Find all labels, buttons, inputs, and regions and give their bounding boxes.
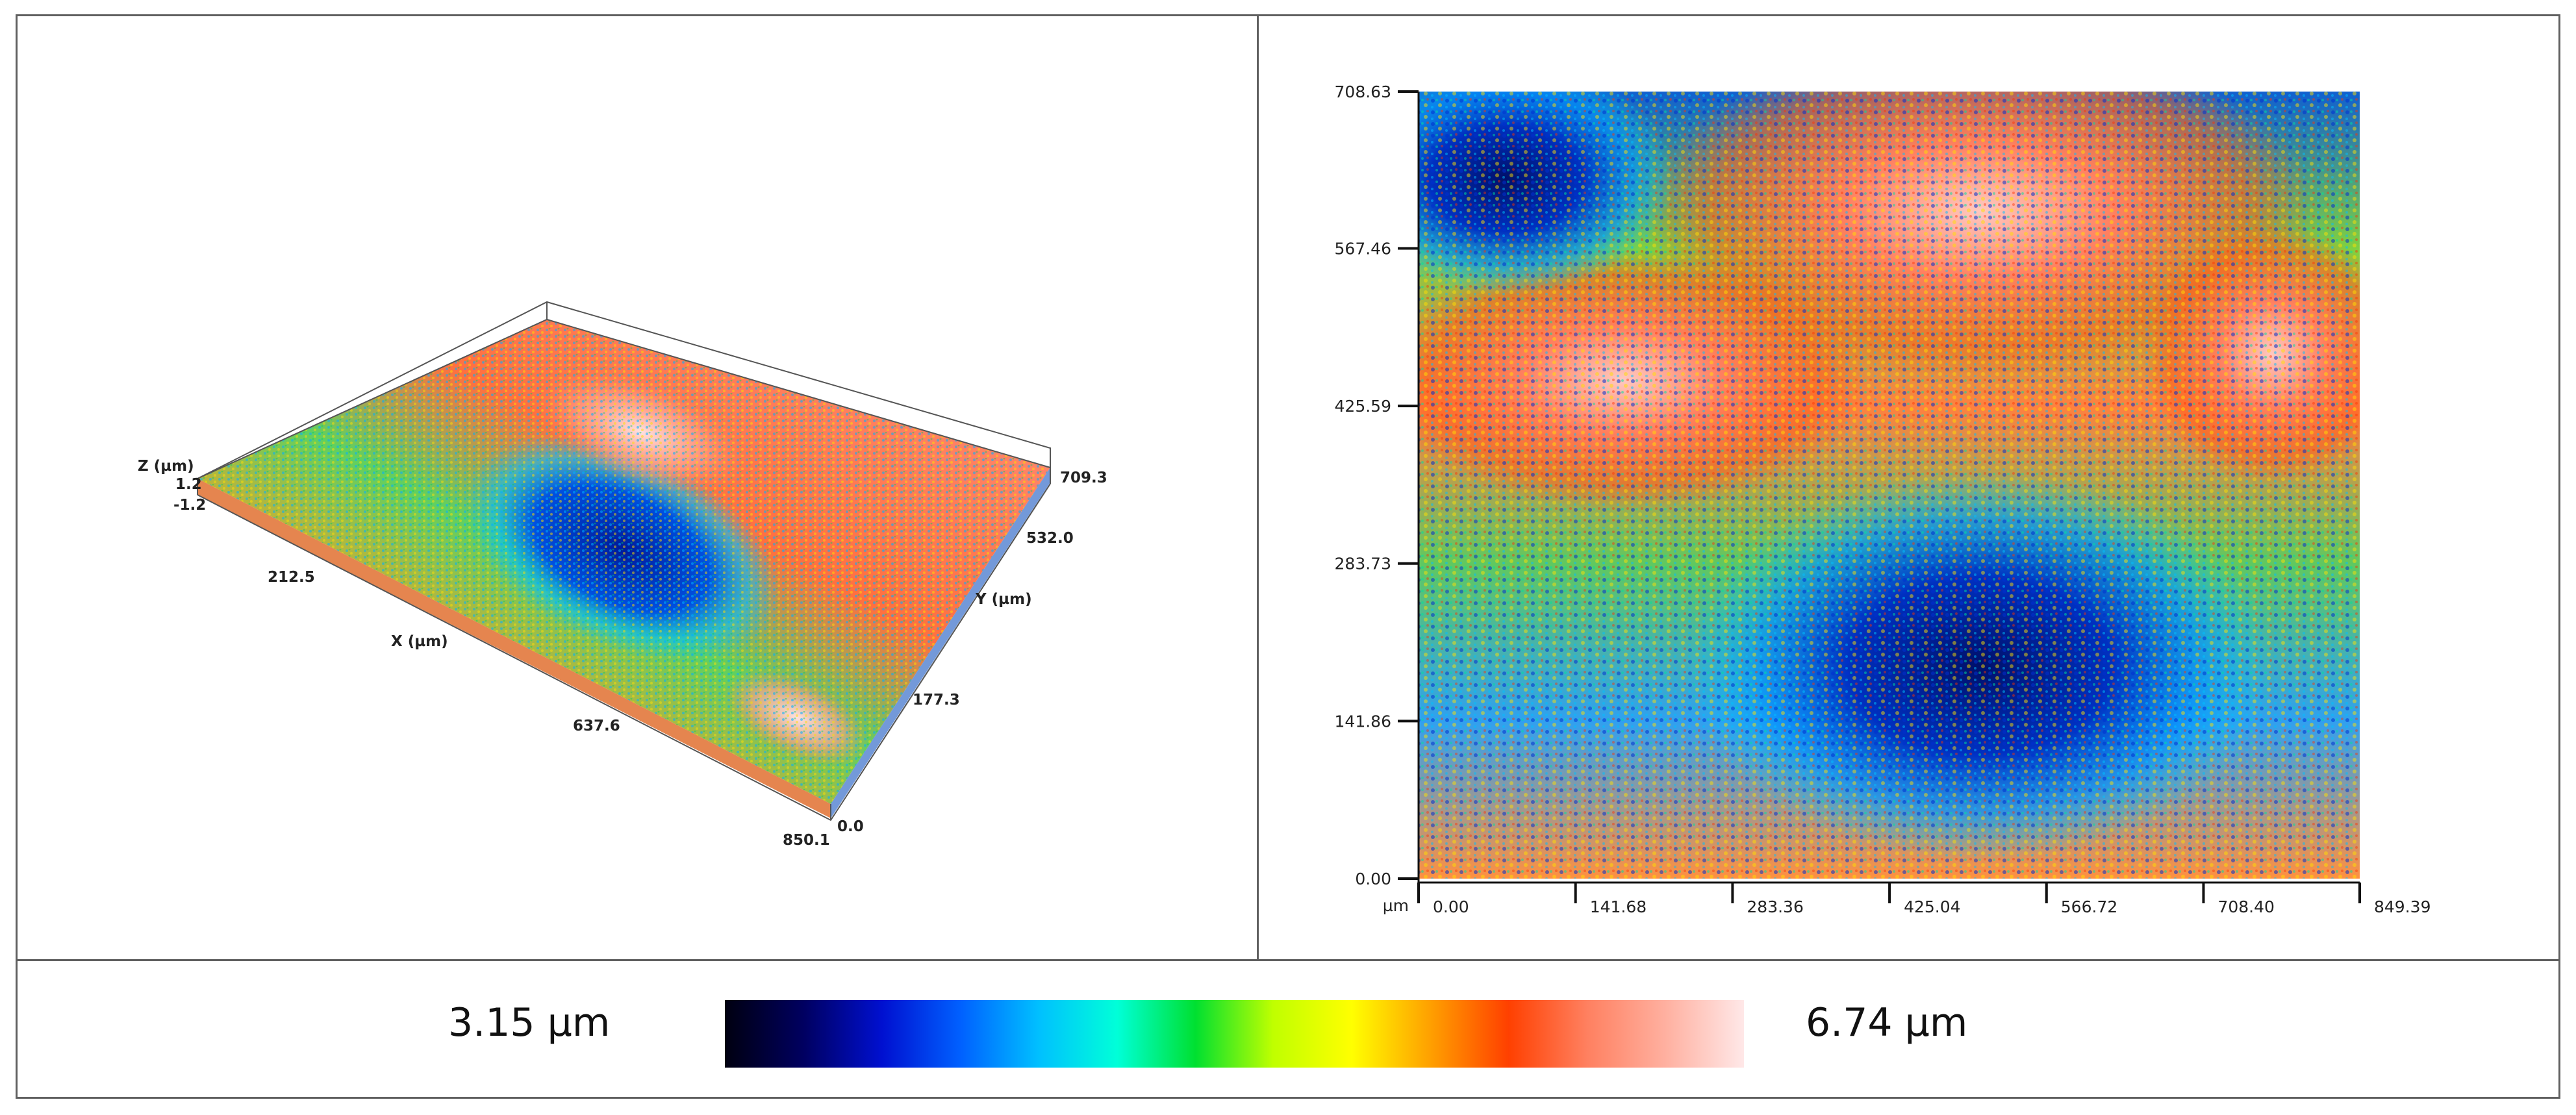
x-tick-label: 637.6 [573, 718, 620, 734]
y-tick-label: 709.3 [1060, 470, 1107, 486]
colorbar [725, 1000, 1744, 1068]
z-tick-label: 1.2 [175, 476, 202, 493]
colorbar-min-label: 3.15 µm [448, 1000, 611, 1046]
y-tick-label: 0.0 [837, 818, 864, 835]
x-tick-label: 212.5 [268, 569, 315, 586]
x-tick-label: 849.39 [2374, 897, 2431, 916]
x-tick-label: 141.68 [1590, 897, 1647, 916]
x-tick-label: 566.72 [2061, 897, 2117, 916]
x-tick-label: 708.40 [2217, 897, 2274, 916]
y-tick-label: 283.73 [1335, 555, 1391, 573]
y-tick-label: 532.0 [1026, 530, 1074, 547]
colorbar-max-label: 6.74 µm [1806, 1000, 1968, 1046]
height-map-image [1419, 92, 2360, 879]
x-axis-label: X (µm) [391, 633, 448, 650]
surface-3d-plot: Z (µm) 1.2 -1.2 212.5 X (µm) 637.6 850.1… [138, 301, 1107, 849]
y-tick-label: 425.59 [1335, 397, 1391, 416]
y-tick-label: 708.63 [1335, 82, 1391, 101]
height-map-axes: 708.63 567.46 425.59 283.73 141.86 0.00 0.00 14… [1335, 82, 2431, 916]
z-axis-label: Z (µm) [138, 458, 194, 475]
height-map-panel: 708.63 567.46 425.59 283.73 141.86 0.00 0.00 14… [1259, 16, 2558, 959]
x-tick-label: 283.36 [1747, 897, 1803, 916]
figure-frame [16, 14, 2560, 1099]
x-tick-label: 850.1 [783, 832, 830, 849]
height-map-plot: 708.63 567.46 425.59 283.73 141.86 0.00 0.00 14… [1335, 82, 2431, 916]
y-tick-label: 141.86 [1335, 712, 1391, 731]
y-tick-label: 177.3 [913, 692, 960, 708]
z-tick-label: -1.2 [173, 497, 206, 514]
panel-divider-horizontal [16, 959, 2560, 961]
x-tick-label: 425.04 [1904, 897, 1960, 916]
x-tick-label: 0.00 [1433, 897, 1469, 916]
panel-divider-vertical [1257, 14, 1259, 961]
x-unit-label: µm [1383, 896, 1409, 915]
y-tick-label: 0.00 [1355, 870, 1391, 888]
surface-3d-panel: Z (µm) 1.2 -1.2 212.5 X (µm) 637.6 850.1… [18, 16, 1257, 959]
y-tick-label: 567.46 [1335, 239, 1391, 258]
y-axis-label: Y (µm) [975, 591, 1032, 608]
